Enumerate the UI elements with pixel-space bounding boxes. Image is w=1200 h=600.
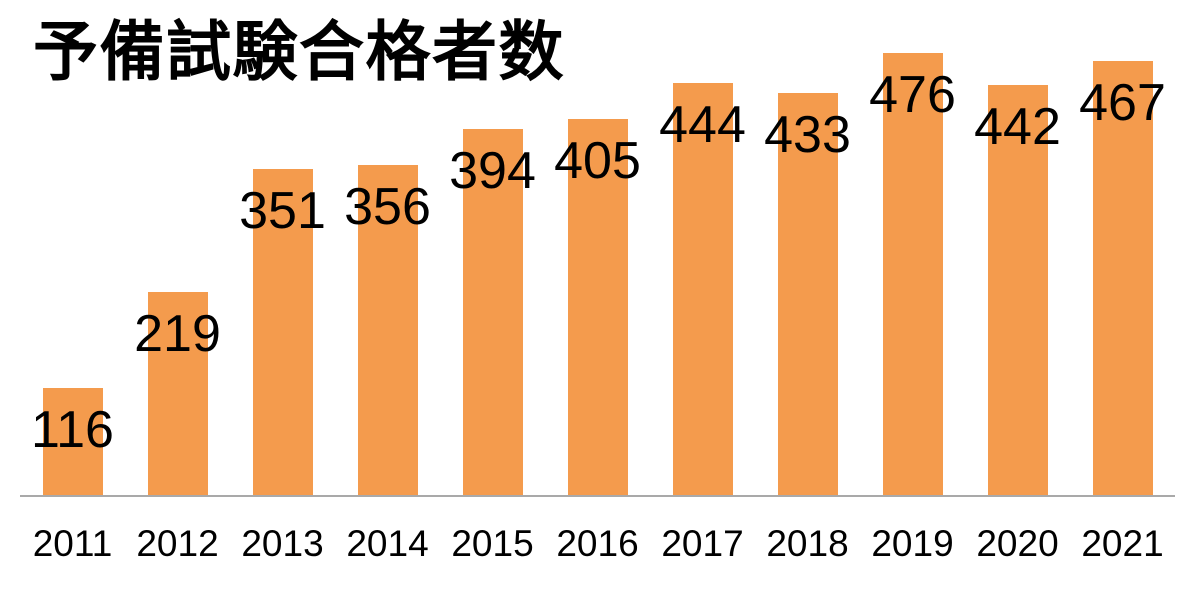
data-label-2017: 444 xyxy=(659,96,746,154)
bar-column-2017: 444 2017 xyxy=(650,0,755,562)
bar-2016 xyxy=(567,119,628,496)
bar-2018 xyxy=(777,93,838,496)
data-label-2021: 467 xyxy=(1079,74,1166,132)
chart-title: 予備試験合格者数 xyxy=(33,15,566,88)
data-label-2020: 442 xyxy=(974,98,1061,156)
data-label-2013: 351 xyxy=(239,182,326,240)
bar-2011 xyxy=(42,388,103,496)
plot-area: 116 2011 219 2012 351 2013 356 2014 394 2015 405 20… xyxy=(20,0,1175,562)
bar-column-2020: 442 2020 xyxy=(965,0,1070,562)
bar-column-2011: 116 2011 xyxy=(20,0,125,562)
data-label-2012: 219 xyxy=(134,305,221,363)
x-axis-tick-label-2020: 2020 xyxy=(976,523,1059,564)
bar-2012 xyxy=(147,292,208,496)
x-axis-tick-label-2021: 2021 xyxy=(1081,523,1164,564)
bar-2019 xyxy=(882,53,943,496)
data-label-2018: 433 xyxy=(764,106,851,164)
bar-column-2014: 356 2014 xyxy=(335,0,440,562)
x-axis-tick-label-2016: 2016 xyxy=(556,523,639,564)
bar-column-2016: 405 2016 xyxy=(545,0,650,562)
data-label-2015: 394 xyxy=(449,142,536,200)
data-label-2014: 356 xyxy=(344,178,431,236)
x-axis-tick-label-2015: 2015 xyxy=(451,523,534,564)
bar-2014 xyxy=(357,165,418,496)
bar-column-2018: 433 2018 xyxy=(755,0,860,562)
data-label-2016: 405 xyxy=(554,132,641,190)
bar-2013 xyxy=(252,169,313,496)
x-axis-line xyxy=(20,495,1175,497)
x-axis-tick-label-2013: 2013 xyxy=(241,523,324,564)
data-label-2019: 476 xyxy=(869,66,956,124)
x-axis-tick-label-2012: 2012 xyxy=(136,523,219,564)
x-axis-tick-label-2011: 2011 xyxy=(32,523,113,564)
x-axis-tick-label-2014: 2014 xyxy=(346,523,429,564)
bar-2015 xyxy=(462,129,523,496)
x-axis-tick-label-2017: 2017 xyxy=(661,523,744,564)
bar-2021 xyxy=(1092,61,1153,496)
data-label-2011: 116 xyxy=(31,401,114,459)
bar-column-2012: 219 2012 xyxy=(125,0,230,562)
bar-column-2021: 467 2021 xyxy=(1070,0,1175,562)
bar-2017 xyxy=(672,83,733,496)
bar-series: 116 2011 219 2012 351 2013 356 2014 394 2015 405 20… xyxy=(20,0,1175,562)
x-axis-tick-label-2018: 2018 xyxy=(766,523,849,564)
bar-column-2013: 351 2013 xyxy=(230,0,335,562)
bar-2020 xyxy=(987,85,1048,496)
x-axis-tick-label-2019: 2019 xyxy=(871,523,954,564)
bar-column-2015: 394 2015 xyxy=(440,0,545,562)
bar-column-2019: 476 2019 xyxy=(860,0,965,562)
